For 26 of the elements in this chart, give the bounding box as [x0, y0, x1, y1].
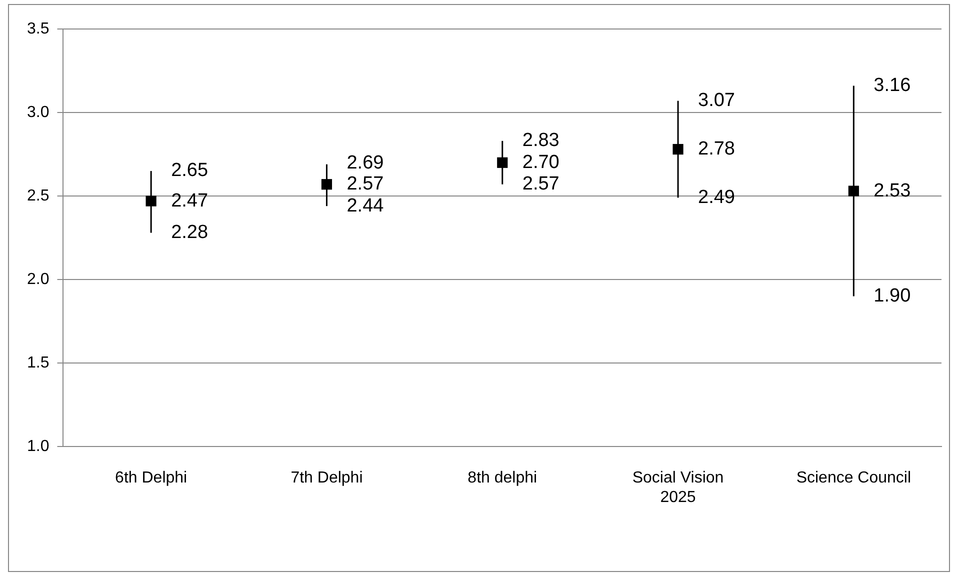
y-tick-label: 2.5 — [26, 187, 50, 204]
annotation: 2.65 — [171, 160, 208, 182]
annotation: 2.69 — [346, 152, 384, 174]
y-tick-label: 3.0 — [26, 104, 50, 121]
annotation: 3.07 — [698, 90, 736, 112]
data-label: 2.53 — [874, 180, 911, 202]
annotation: 2.44 — [346, 195, 384, 216]
x-tick-label: Social Vision 2025 — [632, 470, 724, 506]
annotation: 1.90 — [874, 286, 911, 306]
annotation: 2.28 — [171, 222, 208, 244]
y-tick-label: 2.0 — [26, 270, 50, 288]
y-tick-label: 3.5 — [26, 20, 50, 38]
y-tick-label: 1.0 — [26, 438, 50, 456]
annotation: 2.83 — [522, 130, 560, 152]
annotation: 2.49 — [698, 186, 736, 208]
data-label: 2.47 — [171, 190, 208, 212]
data-label: 2.70 — [522, 152, 560, 173]
x-tick-label: 8th delphi — [468, 470, 538, 487]
data-label: 2.57 — [346, 174, 384, 195]
x-tick-label: Science Council — [796, 470, 912, 487]
data-label: 2.78 — [698, 138, 736, 160]
annotation: 2.57 — [522, 174, 560, 195]
y-tick-label: 1.5 — [26, 354, 50, 372]
x-tick-label: 6th Delphi — [115, 470, 188, 487]
annotation: 3.16 — [874, 75, 911, 96]
x-tick-label: 7th Delphi — [290, 470, 363, 487]
